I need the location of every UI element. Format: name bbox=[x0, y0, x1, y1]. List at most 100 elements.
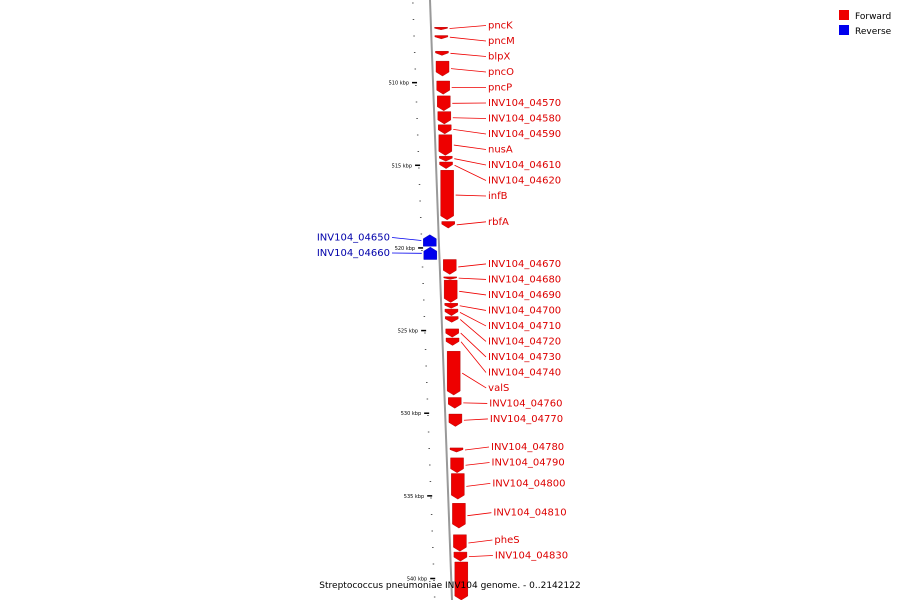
gene-leader-line bbox=[467, 512, 492, 517]
gene-label[interactable]: valS bbox=[488, 383, 509, 394]
gene-label[interactable]: INV104_04700 bbox=[488, 305, 561, 316]
gene-leader-line bbox=[468, 555, 493, 558]
gene-arrow[interactable] bbox=[439, 161, 453, 169]
gene-arrow[interactable] bbox=[445, 337, 460, 346]
gene-label[interactable]: nusA bbox=[488, 145, 513, 156]
gene-arrow[interactable] bbox=[452, 503, 466, 529]
gene-label[interactable]: INV104_04670 bbox=[488, 259, 561, 270]
gene-arrow[interactable] bbox=[441, 221, 455, 229]
gene-arrow[interactable] bbox=[443, 279, 458, 303]
gene-arrow[interactable] bbox=[448, 413, 463, 427]
gene-leader-line bbox=[460, 341, 487, 373]
gene-label[interactable]: pncK bbox=[488, 21, 513, 32]
gene-leader-line bbox=[464, 446, 490, 451]
legend-swatch bbox=[839, 25, 849, 35]
gene-arrow[interactable] bbox=[423, 246, 437, 260]
scale-tick-label: 530 kbp bbox=[401, 411, 421, 417]
gene-label[interactable]: INV104_04790 bbox=[492, 458, 565, 469]
gene-label[interactable]: pncP bbox=[488, 83, 512, 94]
gene-label[interactable]: pncM bbox=[488, 36, 515, 47]
gene-label[interactable]: INV104_04720 bbox=[488, 336, 561, 347]
legend: Forward Reverse bbox=[839, 10, 892, 37]
gene-arrow[interactable] bbox=[453, 551, 468, 562]
gene-leader-line bbox=[460, 332, 487, 358]
gene-arrow[interactable] bbox=[439, 155, 453, 162]
legend-label: Forward bbox=[855, 12, 891, 22]
gene-arrow[interactable] bbox=[423, 234, 437, 247]
gene-label[interactable]: pncO bbox=[488, 67, 514, 78]
gene-leader-line bbox=[459, 305, 487, 311]
gene-leader-line bbox=[461, 372, 487, 389]
gene-arrow[interactable] bbox=[443, 276, 457, 280]
scale-tick-label: 535 kbp bbox=[404, 494, 424, 500]
gene-leader-line bbox=[459, 319, 487, 342]
gene-label[interactable]: rbfA bbox=[488, 217, 509, 228]
gene-arrow[interactable] bbox=[446, 351, 461, 396]
gene-leader-line bbox=[466, 482, 491, 487]
gene-label[interactable]: INV104_04580 bbox=[488, 114, 561, 125]
gene-label[interactable]: INV104_04770 bbox=[490, 414, 563, 425]
gene-leader-line bbox=[463, 402, 488, 404]
gene-label[interactable]: pheS bbox=[494, 535, 519, 546]
gene-arrow[interactable] bbox=[448, 397, 462, 409]
gene-label[interactable]: infB bbox=[488, 191, 508, 202]
legend-label: Reverse bbox=[855, 27, 892, 37]
gene-leader-line bbox=[455, 194, 487, 197]
genome-backbone bbox=[429, 0, 453, 600]
gene-arrow[interactable] bbox=[445, 316, 459, 323]
gene-arrow[interactable] bbox=[450, 457, 464, 473]
gene-label[interactable]: INV104_04590 bbox=[488, 129, 561, 140]
gene-leader-line bbox=[450, 52, 487, 57]
gene-label[interactable]: INV104_04610 bbox=[488, 160, 561, 171]
gene-arrow[interactable] bbox=[444, 308, 459, 316]
gene-arrow[interactable] bbox=[434, 35, 449, 40]
gene-arrow[interactable] bbox=[443, 259, 457, 275]
gene-leader-line bbox=[459, 312, 487, 327]
gene-label[interactable]: INV104_04710 bbox=[488, 321, 561, 332]
gene-label[interactable]: INV104_04570 bbox=[488, 98, 561, 109]
gene-arrow[interactable] bbox=[440, 170, 454, 221]
gene-arrow[interactable] bbox=[435, 51, 449, 56]
gene-arrow[interactable] bbox=[453, 534, 467, 552]
gene-label[interactable]: INV104_04830 bbox=[495, 550, 568, 561]
gene-arrow[interactable] bbox=[437, 111, 452, 125]
gene-label[interactable]: INV104_04800 bbox=[492, 478, 565, 489]
scale-tick-label: 525 kbp bbox=[398, 329, 418, 335]
scale-tick-label: 510 kbp bbox=[389, 81, 409, 87]
gene-label[interactable]: blpX bbox=[488, 52, 510, 63]
gene-label[interactable]: INV104_04660 bbox=[317, 248, 390, 259]
gene-leader-line bbox=[452, 117, 487, 119]
gene-leader-line bbox=[459, 290, 487, 296]
gene-leader-line bbox=[458, 263, 487, 268]
gene-label[interactable]: INV104_04810 bbox=[493, 508, 566, 519]
gene-arrow[interactable] bbox=[434, 27, 448, 30]
gene-arrow[interactable] bbox=[437, 95, 451, 111]
gene-arrow[interactable] bbox=[451, 473, 465, 500]
gene-arrow[interactable] bbox=[449, 447, 464, 453]
gene-leader-line bbox=[453, 144, 487, 150]
gene-label[interactable]: INV104_04760 bbox=[489, 398, 562, 409]
legend-swatch bbox=[839, 10, 849, 20]
gene-leader-line bbox=[463, 418, 488, 421]
gene-label[interactable]: INV104_04620 bbox=[488, 176, 561, 187]
gene-arrow[interactable] bbox=[438, 134, 453, 156]
gene-label[interactable]: INV104_04650 bbox=[317, 232, 390, 243]
gene-arrow[interactable] bbox=[454, 561, 469, 600]
gene-label[interactable]: INV104_04680 bbox=[488, 274, 561, 285]
gene-arrow[interactable] bbox=[444, 303, 458, 309]
gene-label[interactable]: INV104_04780 bbox=[491, 442, 564, 453]
gene-arrow[interactable] bbox=[436, 80, 450, 95]
genome-caption: Streptococcus pneumoniae INV104 genome. … bbox=[319, 581, 580, 591]
gene-leader-line bbox=[454, 164, 487, 181]
gene-leader-line bbox=[454, 158, 487, 166]
gene-leader-line bbox=[453, 128, 487, 135]
gene-leader-line bbox=[449, 25, 487, 29]
gene-arrow[interactable] bbox=[438, 124, 452, 135]
gene-label[interactable]: INV104_04690 bbox=[488, 290, 561, 301]
label-leaders bbox=[391, 25, 493, 558]
scale-tick-label: 515 kbp bbox=[392, 163, 412, 169]
gene-arrow[interactable] bbox=[445, 328, 459, 338]
gene-label[interactable]: INV104_04730 bbox=[488, 352, 561, 363]
gene-label[interactable]: INV104_04740 bbox=[488, 367, 561, 378]
gene-arrow[interactable] bbox=[435, 60, 450, 77]
